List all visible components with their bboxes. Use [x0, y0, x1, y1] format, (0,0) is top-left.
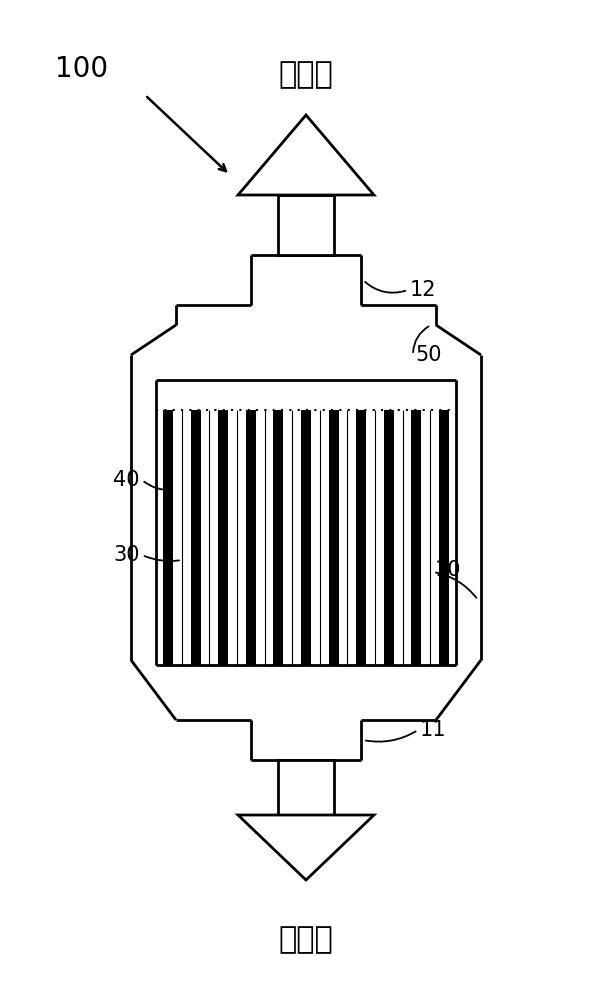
Bar — [190, 410, 201, 665]
Bar — [278, 760, 334, 815]
Bar — [384, 410, 394, 665]
Bar — [246, 410, 256, 665]
Bar — [163, 410, 173, 665]
Bar — [439, 410, 449, 665]
Text: 30: 30 — [113, 545, 140, 565]
Text: 100: 100 — [55, 55, 108, 83]
Bar — [301, 410, 311, 665]
Bar — [356, 410, 366, 665]
Text: 50: 50 — [415, 345, 441, 365]
Polygon shape — [238, 815, 374, 880]
Text: 12: 12 — [410, 280, 436, 300]
Text: 10: 10 — [435, 560, 461, 580]
Text: 11: 11 — [420, 720, 447, 740]
Text: 40: 40 — [113, 470, 140, 490]
Text: 烟气出: 烟气出 — [278, 60, 334, 90]
Bar — [411, 410, 422, 665]
Bar — [329, 410, 338, 665]
Polygon shape — [238, 115, 374, 195]
Bar — [278, 195, 334, 255]
Bar — [274, 410, 283, 665]
Text: 烟气进: 烟气进 — [278, 926, 334, 954]
Bar — [218, 410, 228, 665]
